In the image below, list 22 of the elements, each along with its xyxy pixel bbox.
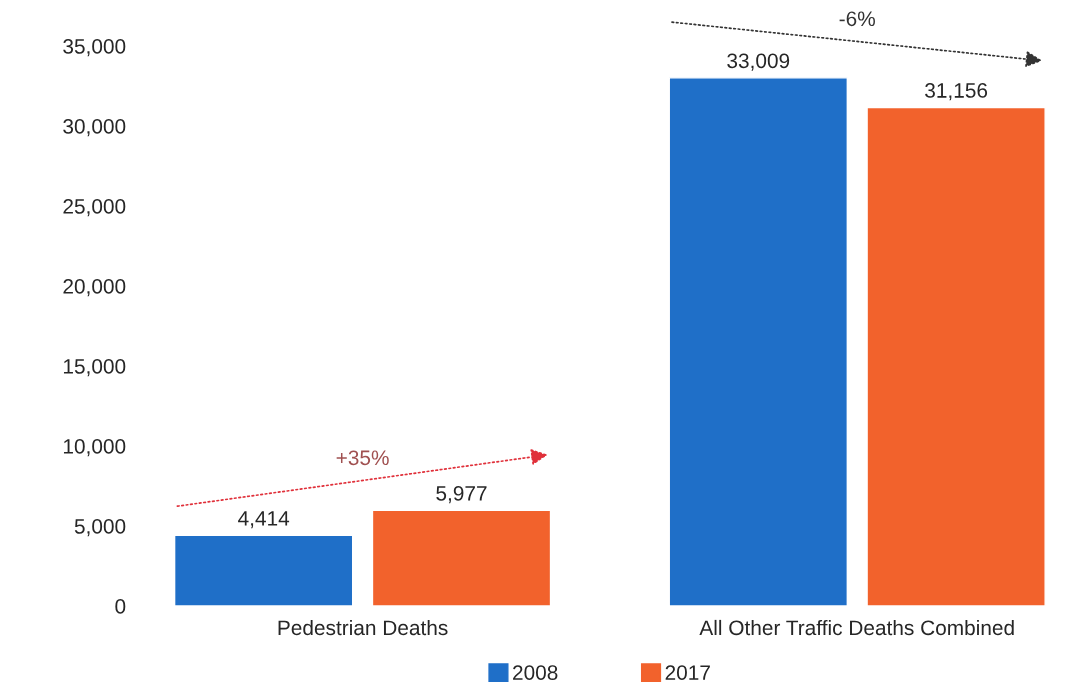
annotation: +35% bbox=[336, 450, 389, 466]
x-tick-label: All Other Traffic Deaths Combined bbox=[699, 619, 1014, 636]
y-tick-label: 30,000 bbox=[63, 119, 126, 137]
legend-label: 2017 bbox=[665, 665, 710, 680]
text: 33,009 bbox=[727, 53, 790, 71]
text: 5,977 bbox=[436, 485, 487, 504]
y-tick-label: 20,000 bbox=[63, 279, 126, 297]
legend-label: 2008 bbox=[513, 665, 558, 680]
text: 31,156 bbox=[925, 83, 988, 101]
bar bbox=[866, 106, 1046, 606]
x-tick-label: Pedestrian Deaths bbox=[278, 619, 448, 636]
y-tick-label: 5,000 bbox=[74, 519, 126, 537]
y-tick-label: 10,000 bbox=[63, 439, 126, 457]
y-tick-label: 25,000 bbox=[63, 199, 126, 217]
bar bbox=[668, 77, 849, 606]
y-tick-label: 35,000 bbox=[63, 39, 126, 57]
y-tick-label: 15,000 bbox=[63, 359, 126, 377]
y-tick-label: 0 bbox=[115, 599, 126, 614]
bar bbox=[371, 509, 552, 606]
text: -6% bbox=[839, 11, 875, 27]
text: 4,414 bbox=[238, 511, 290, 529]
bar bbox=[173, 534, 354, 606]
